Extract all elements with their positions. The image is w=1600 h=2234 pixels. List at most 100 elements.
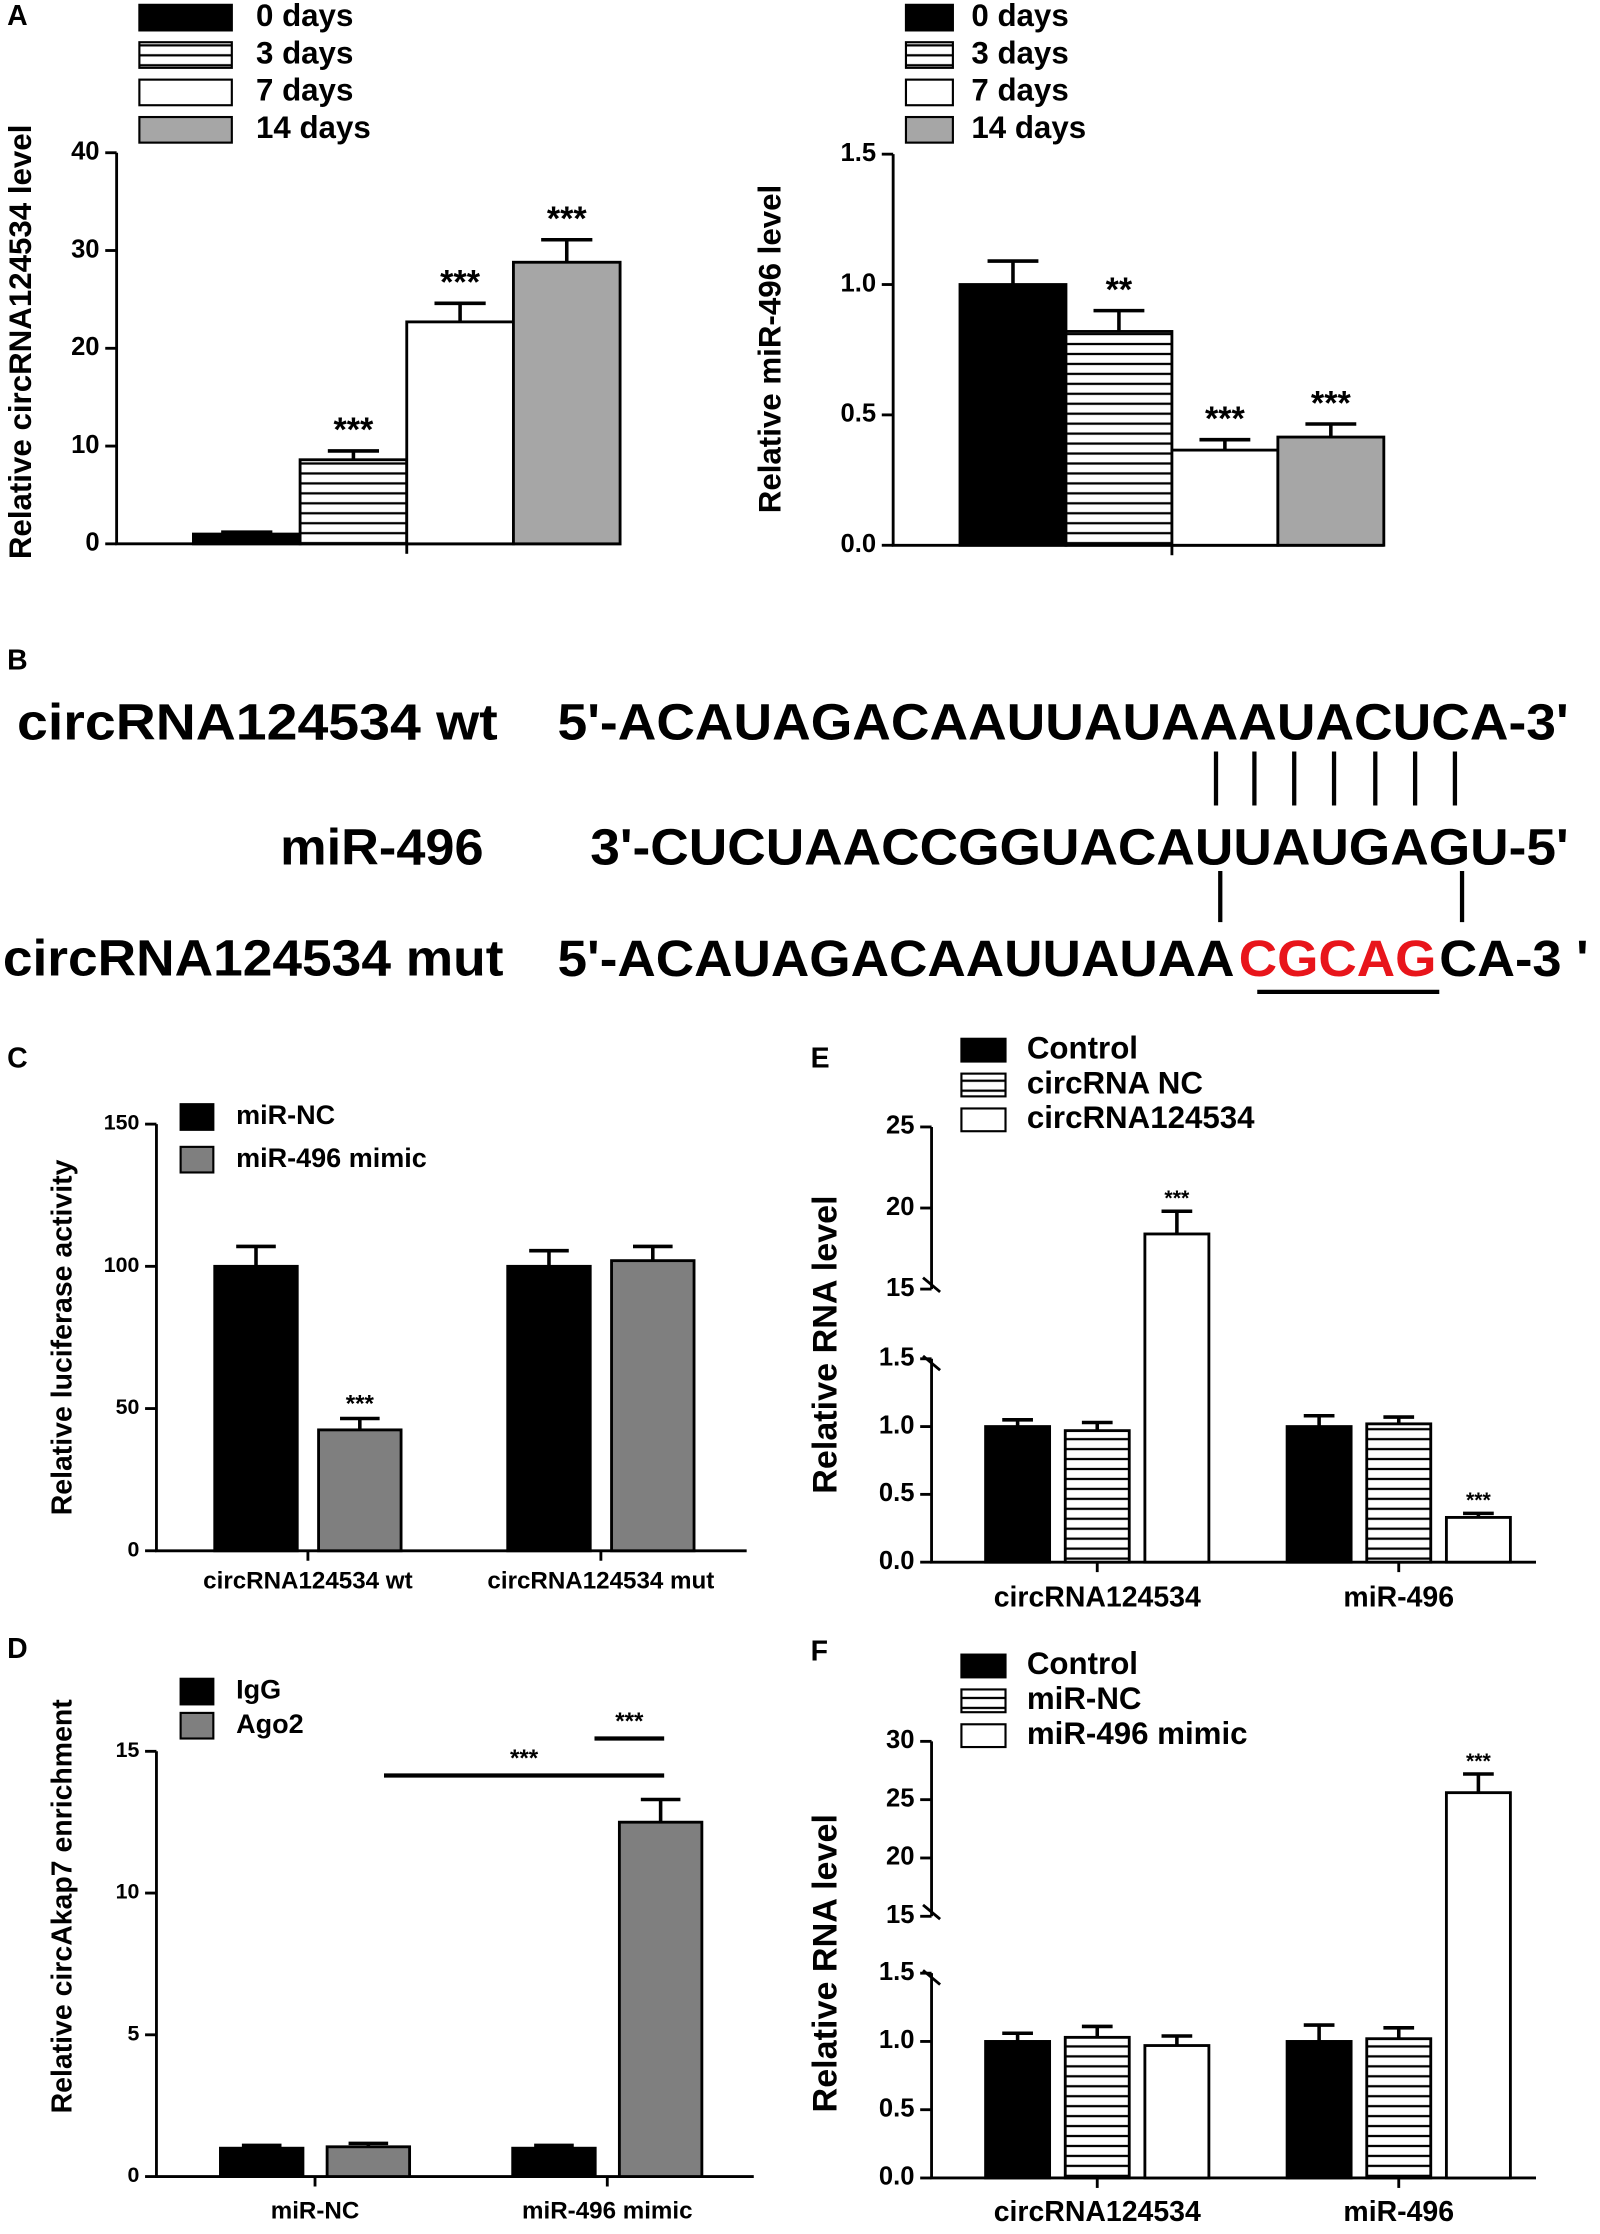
- bar: [1143, 1232, 1211, 1564]
- error-bar: [534, 2143, 574, 2149]
- legend-label: 14 days: [256, 110, 371, 145]
- bar: [511, 2146, 597, 2178]
- bar: [1276, 435, 1386, 547]
- sequence-label: circRNA124534 wt: [17, 693, 498, 750]
- legend-swatch: [960, 1107, 1007, 1133]
- legend-label: miR-NC: [236, 1100, 335, 1130]
- y-tick-label: 0.0: [879, 2163, 915, 2191]
- legend-swatch: [904, 41, 954, 69]
- y-tick-label: 5: [128, 2021, 140, 2045]
- significance: ***: [440, 264, 481, 302]
- error-bar: [541, 237, 593, 263]
- sequence-label: circRNA124534 mut: [3, 930, 504, 987]
- y-tick-label: 10: [116, 1880, 140, 1904]
- error-bar: [1383, 1415, 1415, 1424]
- y-tick-label: 0.5: [840, 400, 876, 428]
- bar-chart: C 0 50 100 150 Relative luciferase activity ci…: [7, 1043, 747, 1594]
- error-bar: [434, 301, 486, 322]
- bar: [984, 2040, 1052, 2180]
- bar: [1365, 1422, 1433, 1564]
- error-bar: [1002, 2031, 1033, 2042]
- y-tick-label: 100: [104, 1253, 140, 1277]
- y-tick-label: 25: [886, 1112, 914, 1140]
- significance: ***: [346, 1391, 375, 1418]
- y-tick-label: 0: [128, 2163, 140, 2187]
- legend-swatch: [960, 1688, 1007, 1714]
- bar: [958, 283, 1068, 547]
- y-axis-label: Relative luciferase activity: [47, 1159, 79, 1515]
- error-bar: [241, 2143, 282, 2149]
- legend-label: miR-NC: [1027, 1681, 1142, 1716]
- panel-label: C: [7, 1043, 28, 1075]
- bar: [1444, 1791, 1512, 2180]
- axis-break: [922, 1969, 941, 1986]
- legend-swatch: [904, 3, 954, 32]
- y-tick-label: 20: [71, 333, 99, 361]
- error-bar: [1081, 1420, 1113, 1431]
- error-bar: [1303, 2023, 1335, 2042]
- y-tick-label: 10: [71, 431, 99, 459]
- bar: [1063, 1429, 1131, 1564]
- bar: [213, 1264, 299, 1553]
- error-bar: [1093, 308, 1145, 332]
- legend-label: 7 days: [971, 73, 1068, 108]
- significance: ***: [615, 1708, 644, 1735]
- bar: [325, 2145, 412, 2178]
- error-bar: [1305, 422, 1357, 438]
- y-tick-label: 0.0: [879, 1547, 915, 1575]
- y-axis-label: Relative miR-496 level: [753, 185, 788, 513]
- bar-chart: E 0.0 0.5 1.0 1.5 15 20 25 Relative RNA level cir…: [807, 1030, 1536, 1614]
- y-tick-label: 20: [886, 1843, 914, 1871]
- significance: ***: [1466, 1488, 1492, 1512]
- bar-chart: D 0 5 10 15 Relative circAkap7 enrichment miR-…: [7, 1633, 754, 2225]
- legend-swatch: [138, 78, 233, 107]
- legend-label: 14 days: [971, 110, 1086, 145]
- error-bar: [236, 1244, 276, 1267]
- error-bar: [1161, 2034, 1193, 2046]
- bar-chart: F 0.0 0.5 1.0 1.5 15 20 25 30 Relative RNA level c…: [807, 1636, 1536, 2228]
- axis-break: [922, 1903, 941, 1921]
- y-tick-label: 15: [886, 1274, 914, 1302]
- legend-swatch: [179, 1103, 215, 1131]
- legend-swatch: [904, 78, 954, 107]
- y-tick-label: 0: [128, 1537, 140, 1561]
- y-tick-label: 20: [886, 1193, 914, 1221]
- error-bar: [1081, 2024, 1113, 2038]
- bar: [192, 532, 302, 546]
- legend-label: 7 days: [256, 73, 353, 108]
- bar: [1143, 2044, 1211, 2180]
- sequence: 5'-ACAUAGACAAUUAUAA CGCAGCA-3 ': [558, 930, 1589, 987]
- panel-label: D: [7, 1633, 28, 1665]
- legend-swatch: [960, 1072, 1007, 1098]
- x-tick-label: circRNA124534 wt: [203, 1567, 412, 1594]
- legend-label: Control: [1027, 1030, 1138, 1065]
- error-bar: [327, 449, 380, 460]
- legend-label: 0 days: [256, 0, 353, 33]
- error-bar: [640, 1797, 681, 1823]
- panel-label: F: [811, 1636, 828, 1668]
- significance: ***: [1466, 1749, 1492, 1773]
- y-tick-label: 1.5: [879, 1344, 915, 1372]
- legend-label: circRNA124534: [1027, 1100, 1255, 1135]
- panel-label: A: [7, 0, 28, 32]
- bar: [1170, 448, 1280, 547]
- legend-label: circRNA NC: [1027, 1065, 1203, 1100]
- bar: [405, 320, 515, 546]
- x-tick-label: miR-NC: [271, 2198, 360, 2225]
- axis-break: [922, 1276, 941, 1294]
- bar: [219, 2146, 305, 2178]
- error-bar: [633, 1244, 673, 1261]
- y-tick-label: 0.0: [840, 530, 876, 558]
- significance: ***: [547, 200, 588, 238]
- sequence-panel: B circRNA124534 wt 5'-ACAUAGACAAUUAUAAAU…: [3, 644, 1589, 994]
- x-tick-label: circRNA124534: [994, 1582, 1201, 1614]
- bar: [1064, 330, 1174, 547]
- bar: [1285, 1425, 1353, 1564]
- error-bar: [1199, 437, 1251, 451]
- x-tick-label: circRNA124534: [994, 2196, 1201, 2228]
- significance: ***: [1205, 400, 1246, 438]
- significance: **: [1106, 271, 1133, 309]
- y-axis-label: Relative circAkap7 enrichment: [47, 1699, 79, 2114]
- error-bar: [529, 1248, 569, 1267]
